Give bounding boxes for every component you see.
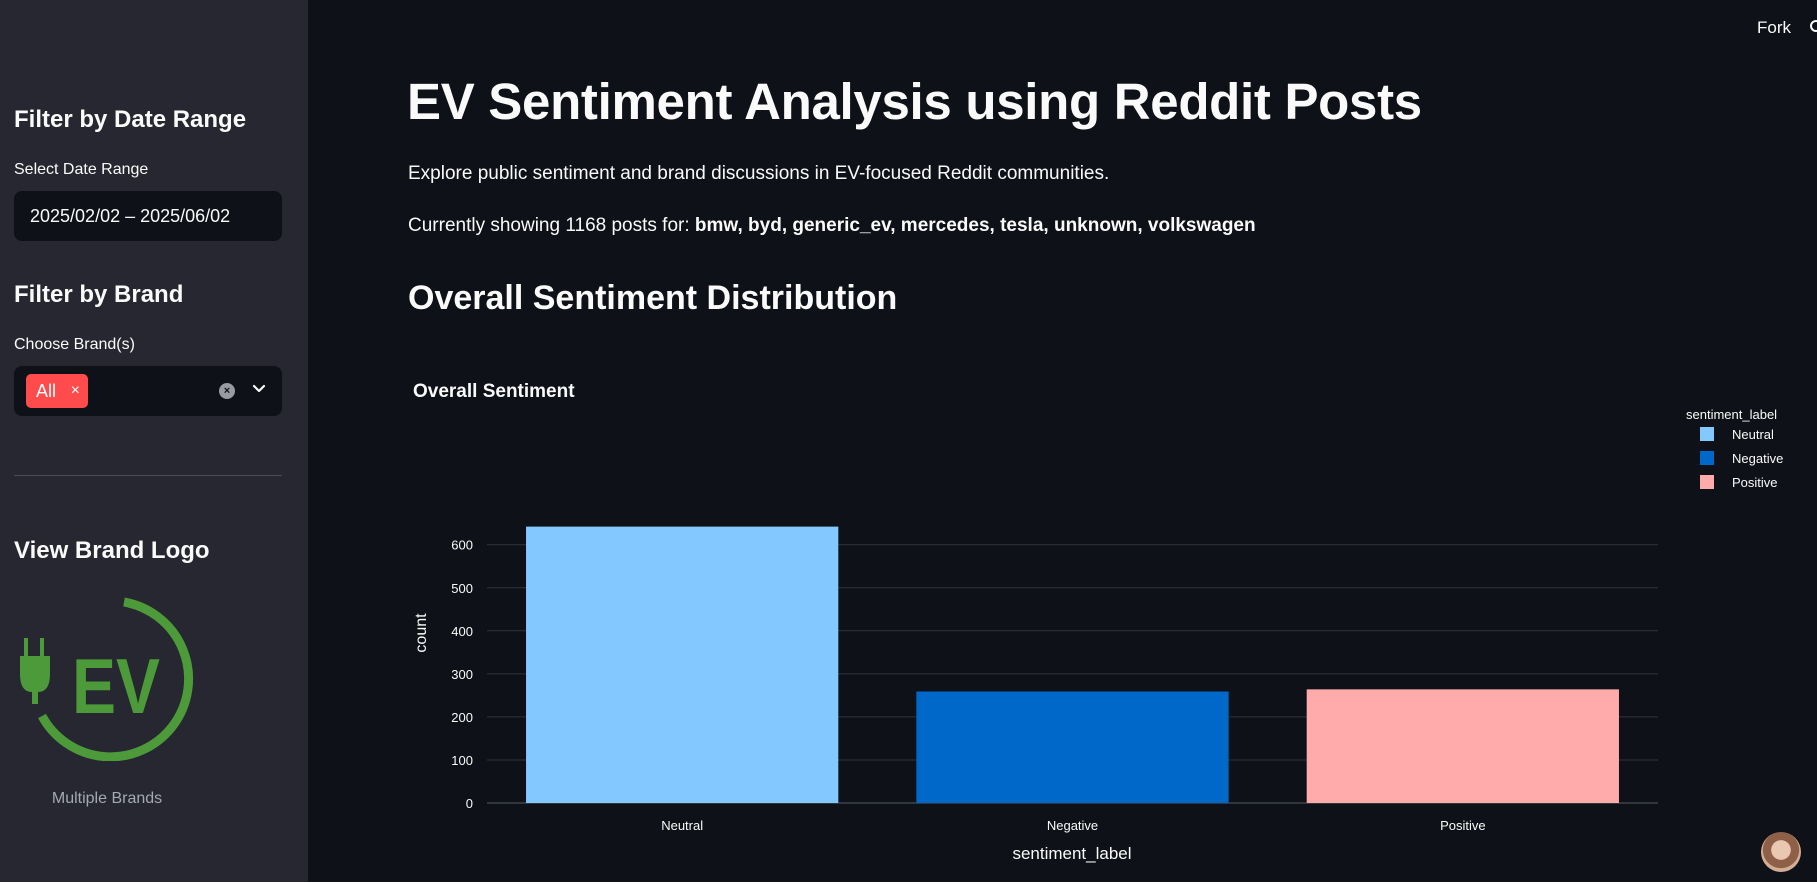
brand-tag-label: All: [36, 381, 57, 401]
bar-negative[interactable]: [916, 691, 1229, 803]
logo-heading: View Brand Logo: [14, 537, 210, 564]
showing-prefix: Currently showing 1168 posts for:: [408, 215, 695, 236]
legend-item-positive[interactable]: Positive: [1732, 475, 1778, 490]
logo-text: EV: [72, 642, 160, 730]
bar-neutral[interactable]: [526, 526, 839, 803]
x-tick-label: Neutral: [661, 818, 703, 833]
y-tick-label: 0: [466, 796, 473, 811]
sidebar-divider: [14, 475, 282, 476]
x-tick-label: Negative: [1047, 818, 1098, 833]
clear-all-icon[interactable]: ×: [219, 383, 235, 399]
date-range-label: Select Date Range: [14, 161, 149, 178]
sentiment-bar-chart: Overall Sentiment 0 100 200 300 400 500 600 Ne…: [413, 381, 1783, 863]
legend-swatch: [1700, 451, 1714, 465]
remove-tag-icon[interactable]: ×: [70, 382, 80, 399]
chevron-down-icon[interactable]: [250, 380, 268, 398]
sidebar: Filter by Date Range Select Date Range 2…: [0, 0, 308, 882]
y-tick-label: 200: [451, 710, 473, 725]
y-tick-label: 400: [451, 624, 473, 639]
page-title: EV Sentiment Analysis using Reddit Posts: [407, 73, 1422, 130]
y-tick-label: 600: [451, 538, 473, 553]
showing-summary: Currently showing 1168 posts for: bmw, b…: [408, 215, 1256, 237]
legend-item-negative[interactable]: Negative: [1732, 451, 1783, 466]
y-axis-label: count: [413, 613, 430, 653]
x-axis-label: sentiment_label: [1012, 844, 1131, 863]
brand-multiselect[interactable]: All × ×: [14, 366, 282, 416]
page-subtitle: Explore public sentiment and brand discu…: [408, 163, 1110, 184]
showing-brands: bmw, byd, generic_ev, mercedes, tesla, u…: [694, 215, 1256, 236]
legend-item-neutral[interactable]: Neutral: [1732, 427, 1774, 442]
ev-logo-icon: EV: [20, 597, 194, 761]
y-tick-label: 300: [451, 667, 473, 682]
brand-select-label: Choose Brand(s): [14, 336, 135, 353]
legend-swatch: [1700, 475, 1714, 489]
section-heading: Overall Sentiment Distribution: [408, 279, 898, 317]
bar-positive[interactable]: [1306, 689, 1619, 803]
date-range-input[interactable]: 2025/02/02 – 2025/06/02: [14, 191, 282, 241]
logo-caption: Multiple Brands: [51, 790, 163, 807]
y-tick-label: 500: [451, 581, 473, 596]
brand-tag-all: All ×: [26, 374, 88, 408]
legend-swatch: [1700, 427, 1714, 441]
legend-title: sentiment_label: [1686, 407, 1777, 422]
date-filter-heading: Filter by Date Range: [14, 106, 247, 133]
y-tick-label: 100: [451, 753, 473, 768]
brand-filter-heading: Filter by Brand: [14, 281, 184, 308]
avatar[interactable]: [1761, 832, 1801, 872]
fork-button[interactable]: Fork: [1757, 18, 1791, 37]
chart-title: Overall Sentiment: [413, 381, 575, 402]
x-tick-label: Positive: [1440, 818, 1486, 833]
github-icon[interactable]: [1810, 20, 1817, 32]
